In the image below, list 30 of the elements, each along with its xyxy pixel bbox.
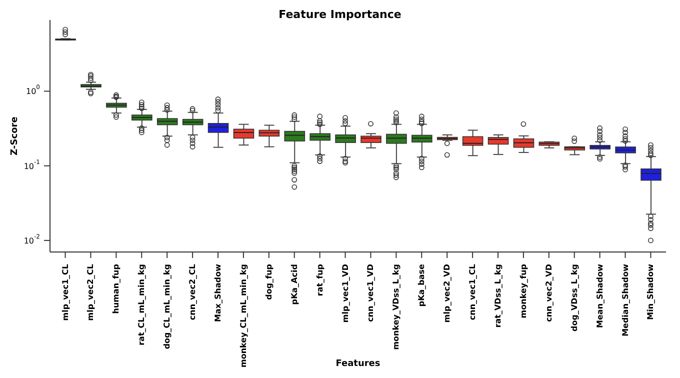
- x-tick-label: monkey_VDss_L_kg: [392, 264, 401, 350]
- y-axis-title: Z-Score: [10, 116, 20, 156]
- x-tick-label: mlp_vec1_VD: [340, 264, 350, 323]
- x-tick-label: cnn_vec2_VD: [544, 264, 554, 322]
- x-tick-label: cnn_vec1_VD: [366, 264, 376, 322]
- x-tick-label: Mean_Shadow: [595, 263, 604, 328]
- y-tick-label: 10$^{0}$: [26, 84, 40, 96]
- x-tick-label: mlp_vec1_CL: [60, 264, 70, 321]
- x-tick-label: mlp_vec2_VD: [442, 264, 452, 323]
- x-tick-label: cnn_vec1_CL: [468, 264, 478, 320]
- x-tick-label: monkey_CL_mL_min_kg: [238, 264, 248, 368]
- x-tick-label: Max_Shadow: [214, 263, 222, 322]
- x-tick-label: mlp_vec2_CL: [86, 264, 96, 321]
- x-tick-label: dog_fup: [264, 264, 274, 300]
- chart-title: Feature Importance: [278, 8, 402, 21]
- x-tick-label: Min_Shadow: [646, 263, 656, 320]
- x-tick-label: pKa_base: [417, 263, 426, 307]
- y-tick-label: 10$^{-2}$: [24, 233, 40, 245]
- x-tick-label: Median_Shadow: [620, 263, 630, 336]
- x-tick-label: human_fup: [112, 264, 121, 314]
- x-tick-label: dog_CL_mL_min_kg: [162, 264, 172, 350]
- x-tick-label: dog_VDss_L_kg: [570, 264, 579, 332]
- x-tick-label: rat_CL_mL_min_kg: [137, 264, 146, 346]
- y-tick-label: 10$^{-1}$: [24, 158, 40, 170]
- x-axis-title: Features: [336, 359, 380, 369]
- x-tick-label: cnn_vec2_CL: [188, 264, 198, 320]
- x-tick-label: pKa_Acid: [290, 264, 299, 305]
- x-tick-label: rat_VDss_L_kg: [494, 264, 502, 328]
- x-tick-label: monkey_fup: [518, 264, 528, 318]
- x-tick-label: rat_fup: [315, 264, 324, 296]
